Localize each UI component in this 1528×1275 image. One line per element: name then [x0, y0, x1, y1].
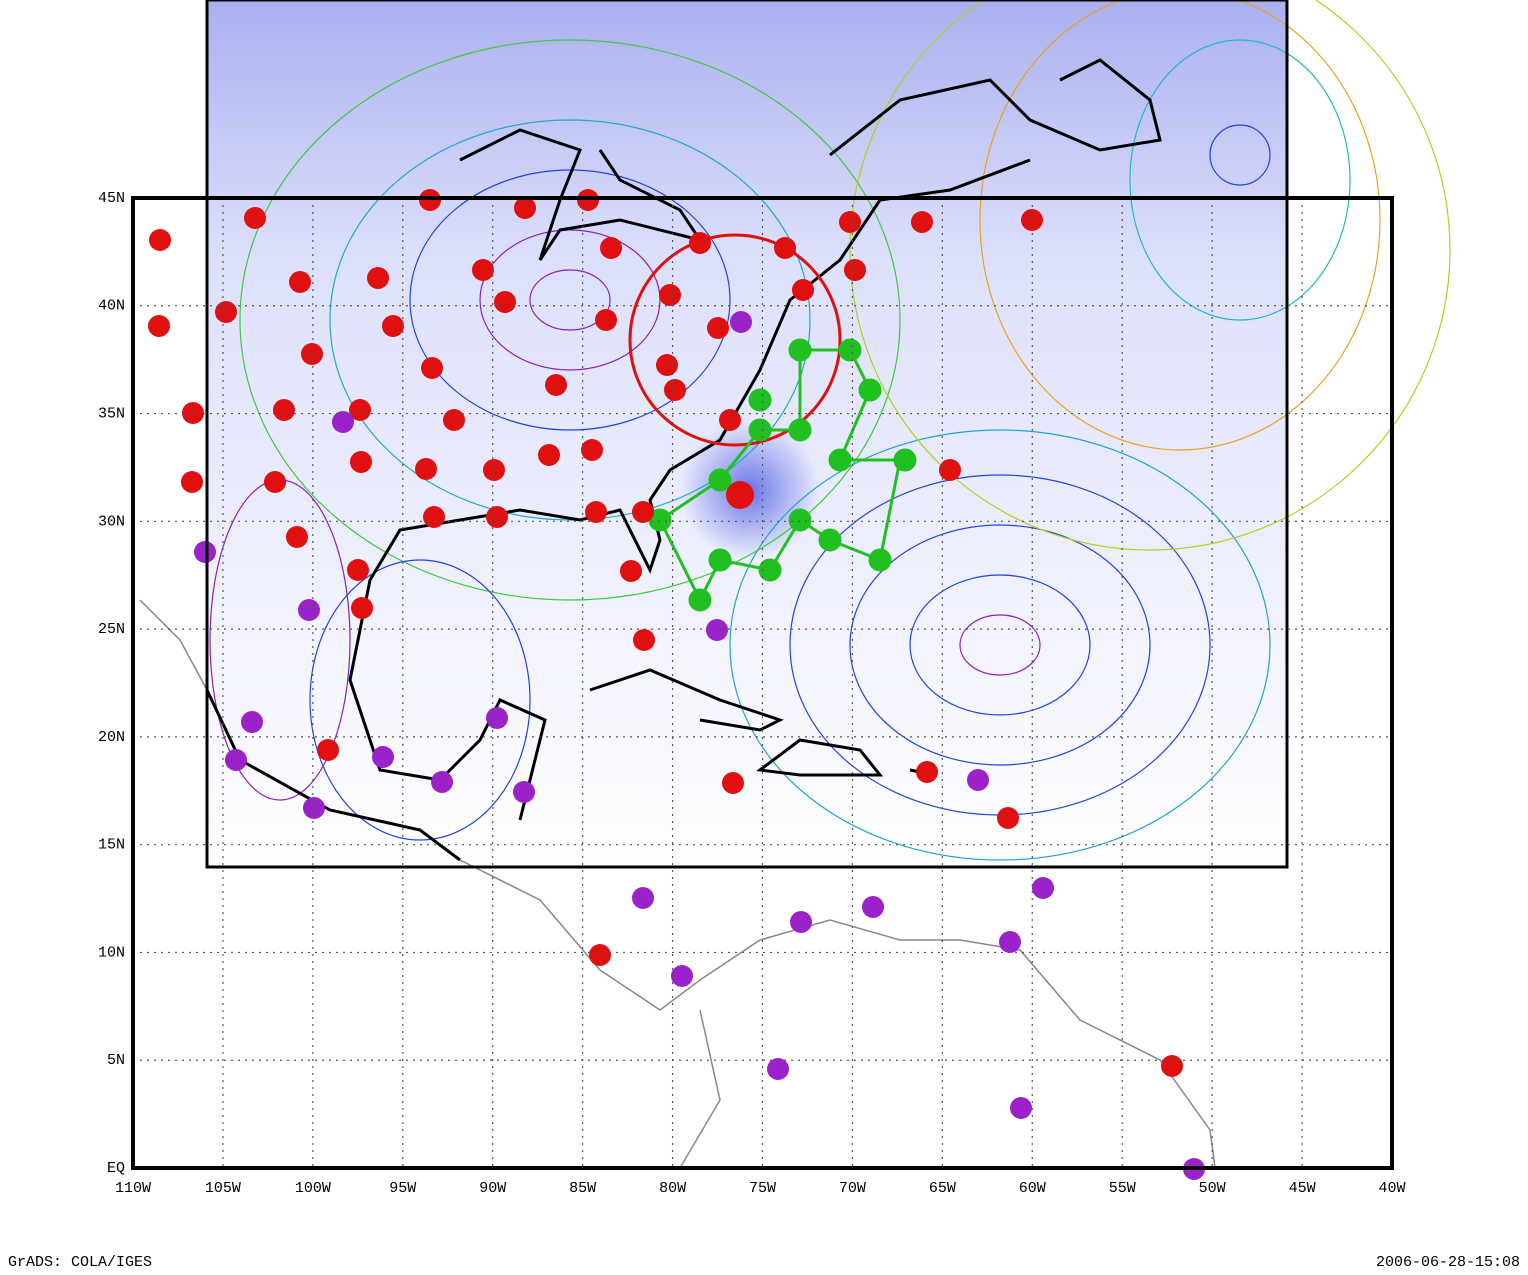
lat-tick-label: 5N — [107, 1052, 125, 1069]
lon-tick-label: 60W — [1019, 1180, 1046, 1197]
track-network — [648, 338, 917, 612]
lat-tick-label: 40N — [98, 298, 125, 315]
lon-tick-label: 70W — [839, 1180, 866, 1197]
lon-tick-label: 90W — [479, 1180, 506, 1197]
highlight-circle — [628, 233, 842, 447]
field-image — [139, 0, 1451, 1180]
lon-tick-label: 80W — [659, 1180, 686, 1197]
axis-labels: 110W 105W 100W 95W 90W 85W 80W 75W 70W 65W 60W 55W 5… — [98, 190, 1406, 1197]
lon-tick-label: 105W — [205, 1180, 241, 1197]
inner-frame — [205, 0, 1289, 869]
lon-tick-label: 95W — [389, 1180, 416, 1197]
lon-tick-label: 50W — [1199, 1180, 1226, 1197]
lat-tick-label: EQ — [107, 1160, 125, 1177]
purple-stations — [194, 311, 1205, 1180]
lon-tick-label: 40W — [1378, 1180, 1405, 1197]
lat-tick-label: 45N — [98, 190, 125, 207]
lon-tick-label: 55W — [1109, 1180, 1136, 1197]
lat-tick-label: 25N — [98, 621, 125, 638]
lon-tick-label: 110W — [115, 1180, 151, 1197]
lon-tick-label: 75W — [749, 1180, 776, 1197]
lat-tick-label: 15N — [98, 837, 125, 854]
plot-frame — [131, 196, 1394, 1170]
south-america-coast — [139, 599, 1216, 1169]
grid — [132, 197, 1393, 1169]
lon-tick-label: 45W — [1289, 1180, 1316, 1197]
lat-tick-label: 20N — [98, 729, 125, 746]
lon-tick-label: 100W — [295, 1180, 331, 1197]
lat-tick-label: 35N — [98, 406, 125, 423]
footer-right: 2006-06-28-15:08 — [1376, 1254, 1520, 1271]
red-stations — [148, 189, 1183, 1077]
lat-tick-label: 30N — [98, 513, 125, 530]
lon-tick-label: 85W — [569, 1180, 596, 1197]
lat-tick-label: 10N — [98, 944, 125, 961]
footer-left: GrADS: COLA/IGES — [8, 1254, 152, 1271]
lon-tick-label: 65W — [929, 1180, 956, 1197]
streamlines — [209, 0, 1451, 861]
